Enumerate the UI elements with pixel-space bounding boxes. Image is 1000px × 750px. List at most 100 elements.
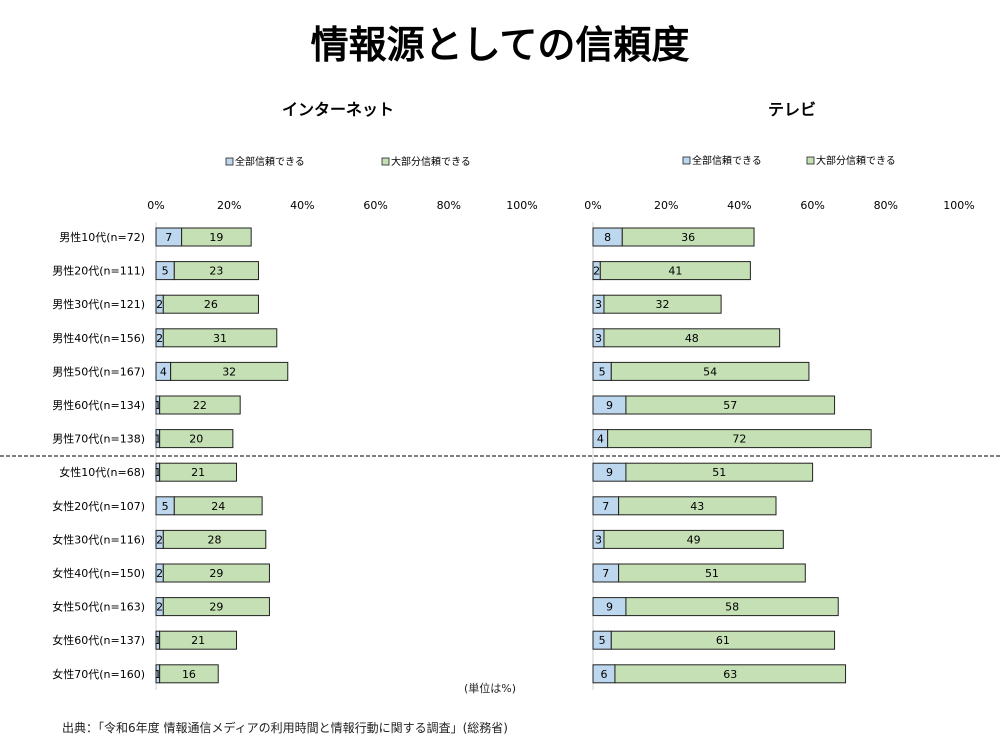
bar-mostly-trust	[181, 227, 252, 247]
x-tick-label: 100%	[943, 199, 974, 212]
legend-label: 全部信頼できる	[235, 155, 305, 168]
bar-mostly-trust	[618, 563, 806, 583]
category-label: 男性60代(n=134)	[52, 398, 145, 412]
category-label: 女性70代(n=160)	[52, 667, 145, 681]
category-label: 男性40代(n=156)	[52, 331, 145, 345]
bar-mostly-trust	[625, 395, 836, 415]
data-label: 2	[156, 332, 163, 345]
data-label: 7	[602, 567, 609, 580]
category-label: 女性60代(n=137)	[52, 633, 145, 647]
data-label: 2	[156, 533, 163, 546]
data-label: 1	[154, 399, 161, 412]
bar-mostly-trust	[618, 496, 777, 516]
bar-mostly-trust	[603, 328, 781, 348]
category-label: 女性10代(n=68)	[59, 465, 145, 479]
category-label: 女性30代(n=116)	[52, 532, 145, 546]
category-label: 女性20代(n=107)	[52, 499, 145, 513]
bar-mostly-trust	[159, 462, 238, 482]
bar-mostly-trust	[607, 429, 872, 449]
data-label: 20	[189, 433, 203, 446]
x-tick-label: 60%	[800, 199, 824, 212]
data-label: 41	[668, 265, 682, 278]
data-label: 54	[703, 365, 717, 378]
bar-mostly-trust	[610, 630, 836, 650]
page-title: 情報源としての信頼度	[310, 23, 690, 67]
data-label: 5	[599, 365, 606, 378]
data-label: 3	[595, 298, 602, 311]
bar-mostly-trust	[162, 529, 267, 549]
x-tick-label: 60%	[363, 199, 387, 212]
category-label: 男性20代(n=111)	[52, 264, 145, 278]
data-label: 23	[209, 265, 223, 278]
category-label: 男性10代(n=72)	[59, 230, 145, 244]
data-label: 5	[162, 265, 169, 278]
bar-mostly-trust	[173, 496, 263, 516]
category-label: 男性70代(n=138)	[52, 432, 145, 446]
unit-note: (単位は%)	[464, 682, 517, 695]
bar-mostly-trust	[162, 294, 259, 314]
bar-mostly-trust	[162, 597, 270, 617]
bar-mostly-trust	[170, 361, 289, 381]
data-label: 7	[165, 231, 172, 244]
x-tick-label: 100%	[506, 199, 537, 212]
data-label: 58	[725, 601, 739, 614]
x-tick-label: 20%	[654, 199, 678, 212]
x-tick-label: 80%	[874, 199, 898, 212]
data-label: 43	[690, 500, 704, 513]
data-label: 26	[204, 298, 218, 311]
bar-mostly-trust	[621, 227, 755, 247]
category-label: 男性50代(n=167)	[52, 364, 145, 378]
category-label: 女性50代(n=163)	[52, 600, 145, 614]
data-label: 61	[716, 634, 730, 647]
legend-label: 大部分信頼できる	[816, 154, 896, 167]
data-label: 9	[606, 601, 613, 614]
data-label: 48	[685, 332, 699, 345]
internet-chart-title: インターネット	[282, 100, 395, 119]
category-label: 男性30代(n=121)	[52, 297, 145, 311]
data-label: 29	[209, 601, 223, 614]
data-label: 49	[687, 533, 701, 546]
bar-mostly-trust	[159, 664, 219, 684]
data-label: 1	[154, 466, 161, 479]
legend-label: 全部信頼できる	[692, 154, 762, 167]
bar-mostly-trust	[159, 429, 234, 449]
data-label: 32	[222, 365, 236, 378]
data-label: 1	[154, 668, 161, 681]
x-tick-label: 0%	[147, 199, 164, 212]
bar-mostly-trust	[162, 563, 270, 583]
data-label: 63	[723, 668, 737, 681]
data-label: 16	[182, 668, 196, 681]
data-label: 4	[597, 433, 604, 446]
bar-mostly-trust	[625, 462, 814, 482]
data-label: 4	[160, 365, 167, 378]
x-tick-label: 40%	[727, 199, 751, 212]
data-label: 3	[595, 332, 602, 345]
legend-swatch	[682, 156, 691, 165]
data-label: 9	[606, 399, 613, 412]
data-label: 32	[656, 298, 670, 311]
legend-label: 大部分信頼できる	[391, 155, 471, 168]
x-tick-label: 40%	[290, 199, 314, 212]
bar-mostly-trust	[173, 261, 259, 281]
data-label: 6	[600, 668, 607, 681]
data-label: 7	[602, 500, 609, 513]
tv-chart-title: テレビ	[768, 100, 817, 119]
legend-swatch	[806, 156, 815, 165]
data-label: 29	[209, 567, 223, 580]
bar-mostly-trust	[603, 294, 722, 314]
data-label: 19	[209, 231, 223, 244]
bar-mostly-trust	[599, 261, 751, 281]
data-label: 21	[191, 466, 205, 479]
data-label: 5	[599, 634, 606, 647]
source-note: 出典：「令和6年度 情報通信メディアの利用時間と情報行動に関する調査」(総務省)	[62, 721, 508, 735]
data-label: 8	[604, 231, 611, 244]
data-label: 21	[191, 634, 205, 647]
data-label: 72	[732, 433, 746, 446]
bar-mostly-trust	[614, 664, 847, 684]
data-label: 22	[193, 399, 207, 412]
data-label: 24	[211, 500, 225, 513]
data-label: 31	[213, 332, 227, 345]
bar-mostly-trust	[625, 597, 839, 617]
data-label: 2	[593, 265, 600, 278]
